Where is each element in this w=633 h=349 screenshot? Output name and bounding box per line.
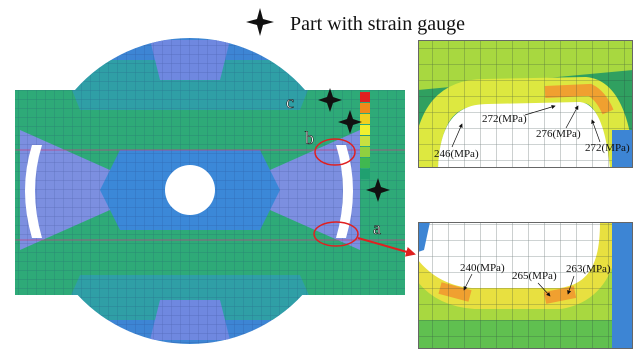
location-label: c <box>286 92 294 112</box>
callout: 240(MPa) <box>460 262 505 274</box>
scale-swatch <box>360 114 370 124</box>
callout: 265(MPa) <box>512 270 557 282</box>
legend-label: Part with strain gauge <box>290 13 465 35</box>
scale-swatch <box>360 147 370 157</box>
scale-swatch <box>360 158 370 168</box>
callout: 246(MPa) <box>434 148 479 160</box>
bottom-inset <box>418 222 633 349</box>
callout: 272(MPa) <box>482 113 527 125</box>
location-label: a <box>373 218 381 238</box>
legend-star <box>246 8 274 36</box>
blue-edge <box>612 222 633 349</box>
scale-swatch <box>360 169 370 179</box>
scale-swatch <box>360 92 370 102</box>
scale-swatch <box>360 125 370 135</box>
mesh <box>418 222 633 349</box>
scale-swatch <box>360 103 370 113</box>
center-hole <box>165 165 215 215</box>
callout: 272(MPa) <box>585 142 630 154</box>
fea-model <box>0 30 420 349</box>
scale-swatch <box>360 136 370 146</box>
figure: Part with strain gauge c b a <box>0 0 633 349</box>
location-label: b <box>305 128 314 148</box>
callout: 263(MPa) <box>566 263 611 275</box>
callout: 276(MPa) <box>536 128 581 140</box>
